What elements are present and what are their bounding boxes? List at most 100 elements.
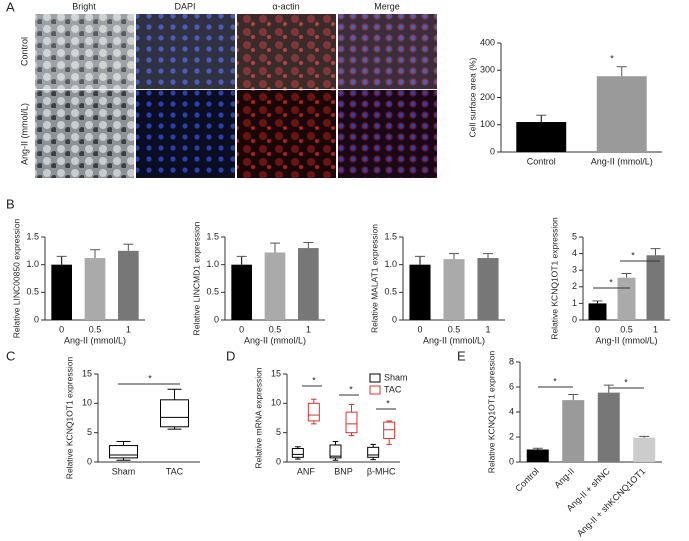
y-axis-label: Relative mRNA expression xyxy=(253,367,263,468)
x-tick-label: 0.5 xyxy=(89,324,102,334)
micrograph xyxy=(338,14,437,89)
significance-mark: * xyxy=(610,53,614,63)
x-tick-label: 0 xyxy=(417,324,422,334)
micrograph xyxy=(35,14,134,89)
x-tick-label: 0.5 xyxy=(448,324,461,334)
micrograph xyxy=(237,14,336,89)
image-row-label: Control xyxy=(19,37,29,66)
panel-label: B xyxy=(6,196,15,211)
micrograph xyxy=(35,90,134,178)
x-tick-label: TAC xyxy=(166,466,184,476)
bar xyxy=(596,76,647,152)
y-tick-label: 4 xyxy=(509,406,514,416)
y-tick-label: 200 xyxy=(480,92,495,102)
chart: 0 1 2 3 4 5 Relative KCNQ1OT1 expression Ang-II… xyxy=(549,217,670,345)
bar xyxy=(526,449,549,462)
y-tick-label: 4 xyxy=(572,248,577,258)
y-tick-label: 0.5 xyxy=(384,287,397,297)
y-tick-label: 2 xyxy=(509,431,514,441)
significance-mark: * xyxy=(631,250,635,260)
y-axis-label: Relative KCNQ1OT1 expression xyxy=(549,217,559,340)
x-tick-label: Sham xyxy=(112,466,136,476)
y-tick-label: 1.5 xyxy=(26,231,39,241)
bar xyxy=(477,258,499,320)
x-tick-label: Control xyxy=(513,466,541,494)
y-tick-label: 0 xyxy=(276,456,281,466)
box xyxy=(109,445,138,459)
bar xyxy=(617,277,636,320)
image-column-label: Bright xyxy=(72,1,96,11)
y-tick-label: 5 xyxy=(87,427,92,437)
bar xyxy=(633,437,656,462)
bar xyxy=(443,259,465,320)
bar xyxy=(588,303,607,320)
y-tick-label: 0 xyxy=(87,456,92,466)
image-column-label: DAPI xyxy=(174,1,195,11)
y-tick-label: 6 xyxy=(509,381,514,391)
x-tick-label: 1 xyxy=(653,324,658,334)
bar xyxy=(264,252,286,320)
y-tick-label: 15 xyxy=(82,368,92,378)
y-tick-label: 100 xyxy=(480,119,495,129)
micrograph xyxy=(136,90,235,178)
chart: 0 5 10 15 Relative KCNQ1OT1 expression Sham TA… xyxy=(64,357,200,479)
chart: 0 0.5 1.0 1.5 Relative LINC00850 expression A… xyxy=(11,218,145,345)
image-row-label: Ang-II (mmol/L) xyxy=(19,103,29,165)
bar xyxy=(597,392,620,462)
y-axis-label: Cell surface area (%) xyxy=(467,57,477,137)
box xyxy=(291,448,304,458)
box xyxy=(367,446,380,458)
y-tick-label: 0.5 xyxy=(26,287,39,297)
y-tick-label: 1 xyxy=(572,298,577,308)
x-tick-label: Ang-II xyxy=(552,466,576,490)
legend-label: TAC xyxy=(384,384,402,394)
bar xyxy=(51,264,72,320)
legend-swatch xyxy=(369,373,381,383)
x-tick-label: 1 xyxy=(485,324,490,334)
box xyxy=(329,444,342,459)
y-tick-label: 1.0 xyxy=(384,259,397,269)
y-axis-label: Relative LINCMD1 expression xyxy=(191,221,201,335)
x-axis-label: Ang-II (mmol/L) xyxy=(64,335,126,345)
y-tick-label: 10 xyxy=(82,398,92,408)
y-tick-label: 5 xyxy=(572,231,577,241)
y-tick-label: 0.5 xyxy=(206,287,219,297)
x-tick-label: ANF xyxy=(297,466,316,476)
significance-mark: * xyxy=(349,384,353,394)
micrograph xyxy=(338,90,437,178)
y-axis-label: Relative MALAT1 expression xyxy=(369,224,379,333)
image-column-label: Merge xyxy=(374,1,400,11)
y-tick-label: 0 xyxy=(572,314,577,324)
box xyxy=(383,421,396,440)
bar xyxy=(231,264,252,320)
x-tick-label: 0.5 xyxy=(620,324,633,334)
bar xyxy=(118,250,139,320)
x-tick-label: 0 xyxy=(239,324,244,334)
y-tick-label: 1.0 xyxy=(206,259,219,269)
y-tick-label: 8 xyxy=(509,356,514,366)
y-tick-label: 2 xyxy=(572,281,577,291)
box xyxy=(345,411,358,434)
panel-label: A xyxy=(6,0,15,14)
x-tick-label: Ang-II (mmol/L) xyxy=(591,156,653,166)
x-tick-label: β-MHC xyxy=(367,466,396,476)
chart: 0 0.5 1.0 1.5 Relative LINCMD1 expression Ang… xyxy=(191,221,325,345)
y-tick-label: 0 xyxy=(490,146,495,156)
x-tick-label: 1 xyxy=(126,324,131,334)
micrograph xyxy=(136,14,235,89)
y-axis-label: Relative LINC00850 expression xyxy=(11,218,21,338)
significance-mark: * xyxy=(386,398,390,408)
y-tick-label: 3 xyxy=(572,265,577,275)
chart: 0 0.5 1.0 1.5 Relative MALAT1 expression Ang-… xyxy=(369,224,505,345)
chart: 0 2 4 6 8 Relative KCNQ1OT1 expression Control… xyxy=(486,351,662,538)
bar xyxy=(516,122,567,152)
x-tick-label: BNP xyxy=(334,466,353,476)
x-tick-label: Ang-II + shKCNQ1OT1 xyxy=(575,466,647,538)
significance-mark: * xyxy=(624,377,628,387)
box xyxy=(307,402,320,422)
y-tick-label: 1.5 xyxy=(384,231,397,241)
y-tick-label: 5 xyxy=(276,427,281,437)
x-tick-label: 1 xyxy=(306,324,311,334)
